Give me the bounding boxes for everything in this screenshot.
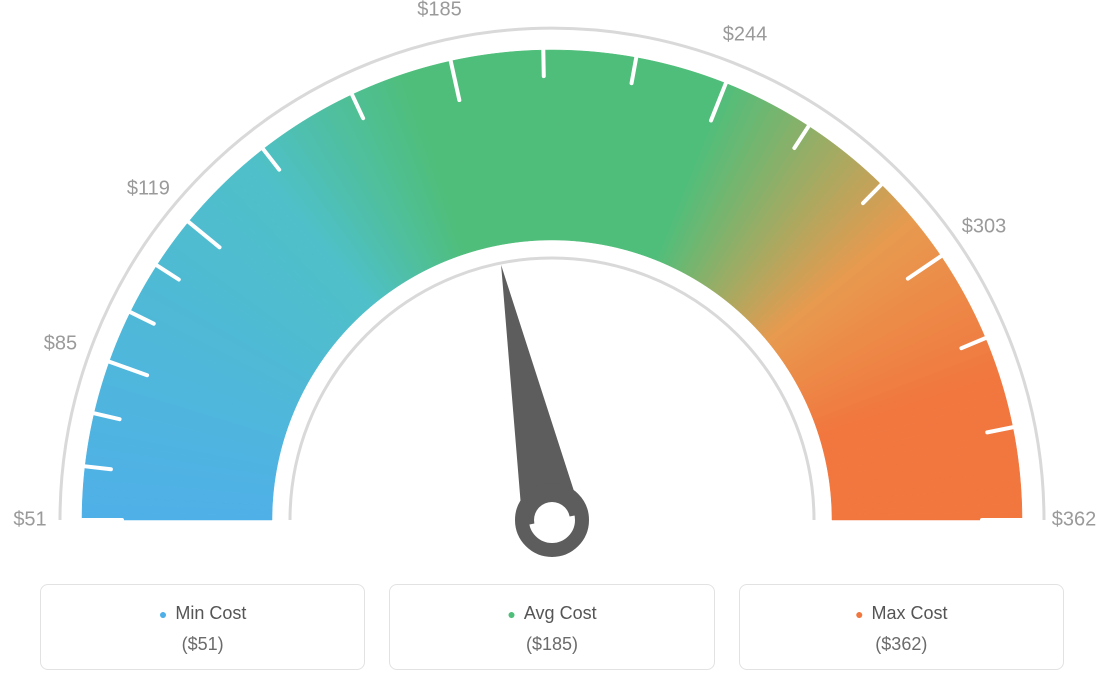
gauge-scale-label: $244 — [723, 24, 768, 47]
gauge-svg — [0, 0, 1104, 560]
legend-avg-value: ($185) — [400, 634, 703, 655]
legend-min-label: Min Cost — [51, 603, 354, 624]
legend-card-min: Min Cost ($51) — [40, 584, 365, 670]
gauge-scale-label: $85 — [44, 333, 77, 356]
legend-row: Min Cost ($51) Avg Cost ($185) Max Cost … — [40, 584, 1064, 670]
legend-min-value: ($51) — [51, 634, 354, 655]
legend-avg-label: Avg Cost — [400, 603, 703, 624]
gauge-scale-label: $362 — [1052, 509, 1097, 532]
gauge-scale-label: $303 — [962, 215, 1007, 238]
legend-max-value: ($362) — [750, 634, 1053, 655]
gauge-scale-label: $185 — [417, 0, 462, 22]
gauge-scale-label: $51 — [13, 509, 46, 532]
legend-card-max: Max Cost ($362) — [739, 584, 1064, 670]
gauge-scale-label: $119 — [127, 177, 170, 200]
cost-gauge-container: $51 $85 $119 $185 $244 $303 $362 Min Cost ($51… — [0, 0, 1104, 690]
legend-card-avg: Avg Cost ($185) — [389, 584, 714, 670]
legend-max-label: Max Cost — [750, 603, 1053, 624]
gauge-chart: $51 $85 $119 $185 $244 $303 $362 — [0, 0, 1104, 560]
gauge-hub-hole — [534, 502, 570, 538]
